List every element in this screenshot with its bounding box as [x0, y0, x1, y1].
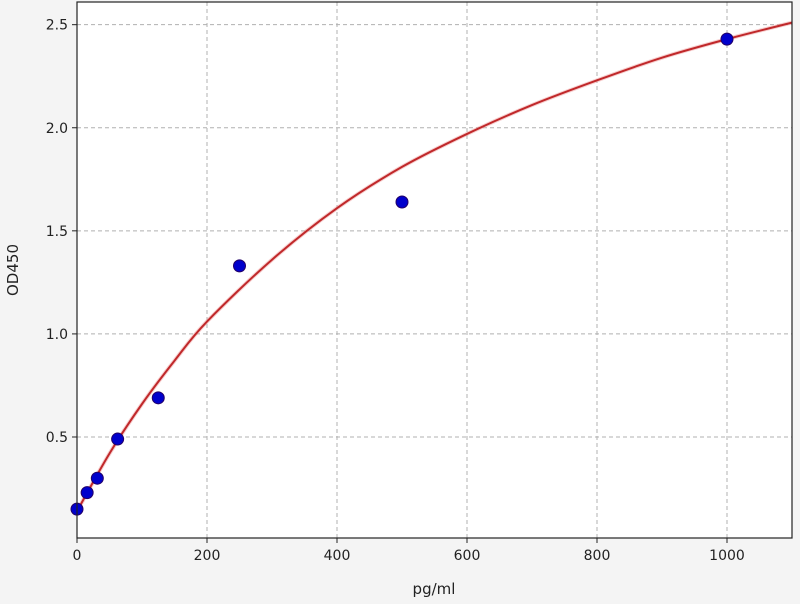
- fit-curve-layer: [75, 20, 793, 513]
- y-axis-label: OD450: [4, 244, 22, 296]
- x-tick-label: 400: [324, 548, 351, 564]
- x-tick-label: 1000: [709, 548, 745, 564]
- x-tick-label: 800: [584, 548, 611, 564]
- y-tick-label: 2.0: [46, 121, 68, 137]
- x-tick-label: 200: [194, 548, 221, 564]
- data-point: [151, 391, 165, 405]
- data-point: [90, 471, 104, 485]
- ticks: 0 200 400 600 800 1000 0.5 1.0 1.5 2.0 2.5: [46, 18, 745, 564]
- y-tick-label: 0.5: [46, 430, 68, 446]
- data-point: [80, 486, 94, 500]
- fit-curve: [76, 21, 793, 512]
- y-tick-label: 1.0: [46, 327, 68, 343]
- y-tick-label: 2.5: [46, 18, 68, 34]
- x-tick-label: 600: [454, 548, 481, 564]
- data-point: [111, 432, 125, 446]
- x-tick-label: 0: [73, 548, 82, 564]
- data-point: [395, 195, 409, 209]
- data-point: [233, 259, 246, 273]
- grid: [77, 2, 792, 538]
- x-axis-label: pg/ml: [413, 580, 456, 598]
- data-point: [720, 32, 734, 46]
- y-tick-label: 1.5: [46, 224, 68, 240]
- plot-area: [77, 2, 792, 538]
- plot-frame: [76, 1, 793, 539]
